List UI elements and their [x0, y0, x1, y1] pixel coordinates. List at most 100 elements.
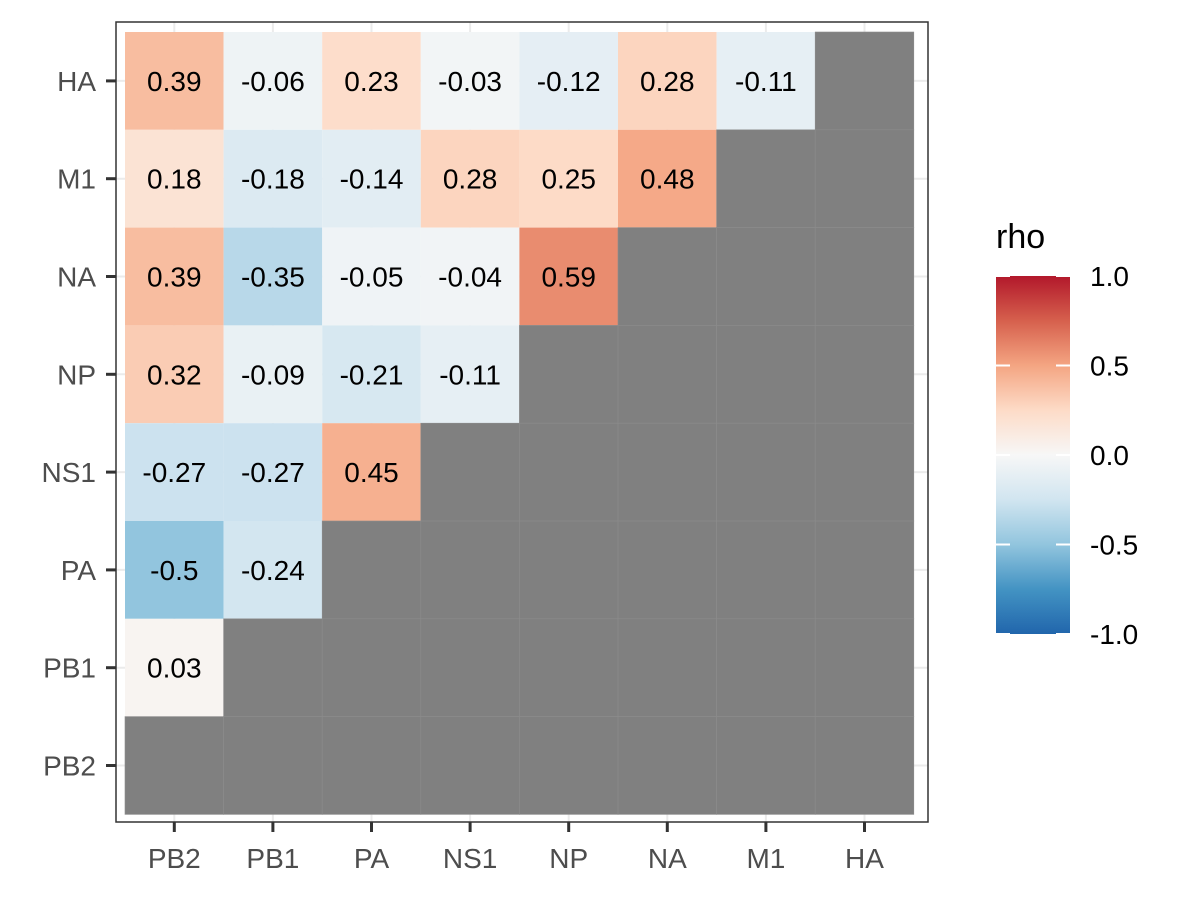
heatmap-cell	[321, 618, 422, 717]
heatmap-cell	[420, 422, 520, 522]
heatmap-cell	[322, 325, 421, 424]
x-axis: PB2 PB1 PA NS1 NP NA M1 HA	[148, 822, 884, 874]
cell-value-label: -0.27	[241, 457, 305, 488]
cell-value-label: -0.35	[241, 262, 305, 293]
heatmap-cell	[420, 716, 520, 815]
heatmap-cell	[223, 716, 323, 815]
legend-ticks: 1.0 0.5 0.0 -0.5 -1.0	[996, 261, 1138, 650]
cell-value-label: 0.18	[147, 164, 202, 195]
legend-title: rho	[996, 218, 1045, 256]
heatmap-cell	[322, 423, 421, 521]
y-axis: HA M1 NA NP NS1 PA PB1 PB2	[42, 66, 116, 782]
heatmap-cell	[125, 423, 224, 521]
heatmap-cell	[814, 716, 915, 815]
cell-value-label: -0.27	[142, 457, 206, 488]
heatmap-cell	[814, 129, 915, 228]
cell-value-label: 0.39	[147, 262, 202, 293]
heatmap-cell	[125, 325, 224, 424]
heatmap-cell	[125, 32, 224, 130]
heatmap-cell	[125, 129, 224, 228]
heatmap-cell	[814, 227, 915, 326]
cell-value-label: 0.23	[344, 66, 399, 97]
heatmap-cell	[716, 716, 816, 815]
heatmap-cell	[716, 520, 816, 620]
x-tick-label: HA	[845, 843, 884, 874]
heatmap-cell	[716, 129, 816, 228]
heatmap-cell	[716, 32, 816, 130]
heatmap-cell	[814, 618, 915, 717]
heatmap-cell	[814, 325, 915, 424]
heatmap-cell	[223, 521, 323, 619]
heatmap-cell	[125, 618, 224, 717]
y-tick-label: HA	[57, 66, 96, 97]
cell-value-label: 0.59	[541, 262, 596, 293]
heatmap-cell	[617, 520, 717, 620]
x-tick-label: NA	[648, 843, 687, 874]
heatmap-cell	[814, 422, 915, 522]
cell-value-label: -0.05	[340, 262, 404, 293]
cell-value-label: -0.09	[241, 359, 305, 390]
cell-value-label: 0.25	[541, 164, 596, 195]
heatmap-cell	[519, 618, 619, 717]
cell-value-label: 0.45	[344, 457, 399, 488]
heatmap-cell	[618, 129, 717, 228]
heatmap-cell	[420, 325, 520, 424]
cell-value-label: -0.21	[340, 359, 404, 390]
heatmap-cell	[322, 227, 421, 326]
heatmap-cell	[519, 422, 619, 522]
y-tick-label: PB1	[43, 653, 96, 684]
cell-value-label: 0.03	[147, 653, 202, 684]
heatmap-cell	[519, 129, 618, 228]
x-tick-label: NP	[549, 843, 588, 874]
heatmap-cell	[716, 227, 816, 326]
y-tick-label: PA	[61, 555, 97, 586]
cell-value-label: 0.28	[443, 164, 498, 195]
heatmap-cell	[223, 325, 323, 424]
cell-value-label: 0.28	[640, 66, 695, 97]
heatmap-cell	[125, 521, 224, 619]
heatmap-cell	[420, 618, 520, 717]
heatmap-cell	[223, 32, 323, 130]
heatmap-cell	[420, 32, 520, 130]
cell-value-label: -0.11	[439, 359, 501, 390]
heatmap-cell	[617, 227, 717, 326]
y-tick-label: NP	[57, 359, 96, 390]
legend-tick-label: 1.0	[1090, 261, 1129, 292]
heatmap-cell	[420, 520, 520, 620]
legend-tick-label: 0.5	[1090, 351, 1129, 382]
heatmap-cell	[223, 423, 323, 521]
heatmap-cell	[223, 618, 323, 717]
cell-value-label: -0.11	[735, 66, 797, 97]
cell-value-label: -0.18	[241, 164, 305, 195]
cell-value-label: -0.24	[241, 555, 305, 586]
heatmap-cell	[617, 325, 717, 424]
heatmap-cell	[716, 422, 816, 522]
y-tick-label: PB2	[43, 751, 96, 782]
x-tick-label: PB1	[246, 843, 299, 874]
heatmap-cell	[519, 227, 618, 326]
heatmap-cell	[716, 325, 816, 424]
heatmap-cell	[322, 129, 421, 228]
x-tick-label: NS1	[443, 843, 497, 874]
legend-tick-label: -0.5	[1090, 530, 1138, 561]
heatmap-cell	[519, 32, 618, 130]
cell-value-label: -0.04	[438, 262, 502, 293]
heatmap-cell-labels: 0.39 -0.06 0.23 -0.03 -0.12 0.28 -0.11 0.18 -0.1…	[142, 66, 796, 684]
heatmap-cell	[223, 129, 323, 228]
panel-border	[115, 21, 929, 823]
heatmap-cell	[618, 32, 717, 130]
cell-value-label: -0.5	[150, 555, 198, 586]
legend-tick-label: 0.0	[1090, 440, 1129, 471]
heatmap-cell	[617, 716, 717, 815]
heatmap-cell	[124, 716, 224, 815]
y-tick-label: NA	[57, 262, 96, 293]
cell-value-label: -0.03	[438, 66, 502, 97]
legend: rho 1.0 0.5 0.0 -0.5 -1.0	[996, 218, 1138, 650]
heatmap-cells	[124, 31, 915, 815]
heatmap-cell	[617, 618, 717, 717]
heatmap-cell	[322, 32, 421, 130]
heatmap-cell	[223, 227, 323, 326]
heatmap-cell	[519, 716, 619, 815]
heatmap-cell	[617, 422, 717, 522]
